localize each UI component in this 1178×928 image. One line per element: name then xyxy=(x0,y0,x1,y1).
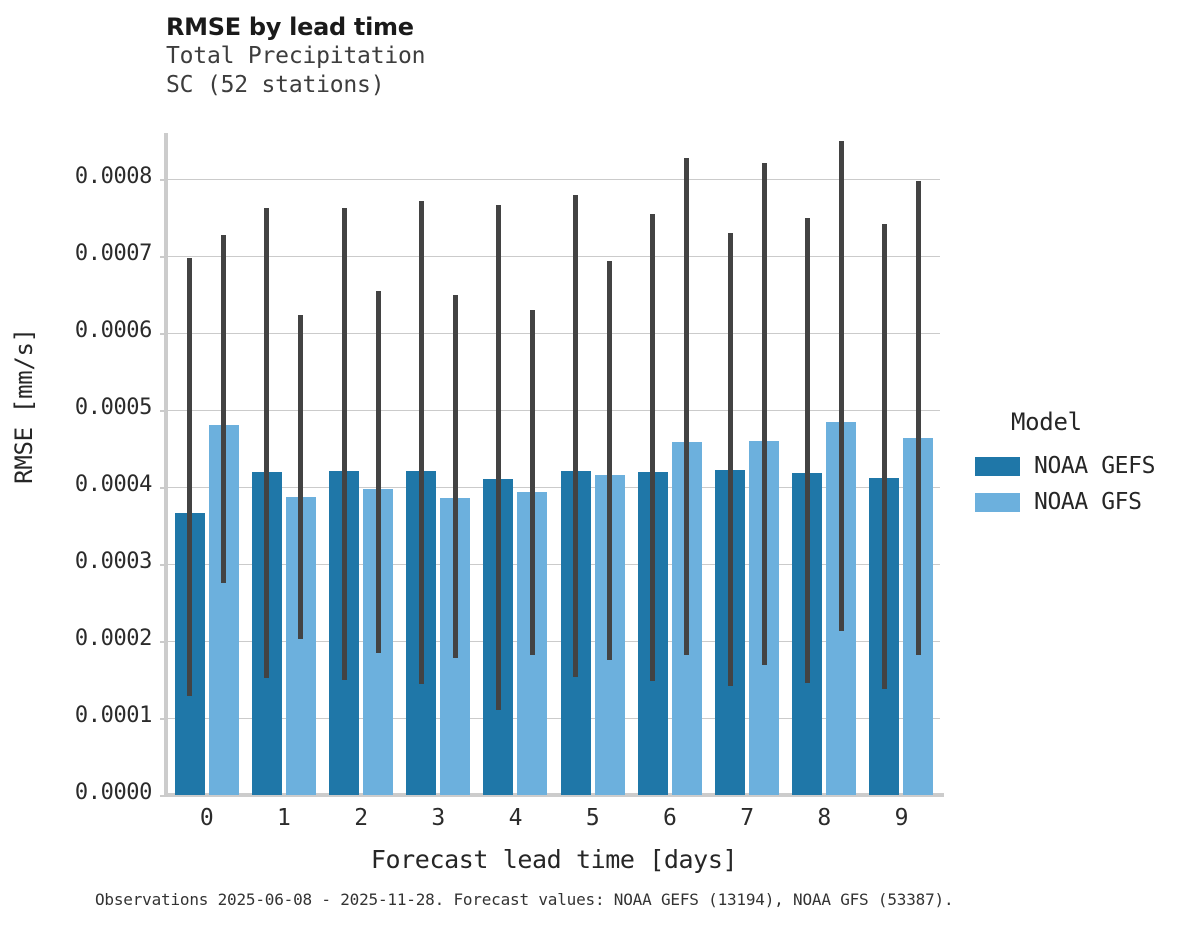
error-bar-noaa-gefs-day-5 xyxy=(573,194,579,678)
error-bar-noaa-gefs-day-7 xyxy=(727,233,733,686)
error-bar-noaa-gfs-day-7 xyxy=(761,163,767,665)
y-gridline xyxy=(168,179,940,181)
footnote: Observations 2025-06-08 - 2025-11-28. Fo… xyxy=(95,890,954,909)
x-axis-title: Forecast lead time [days] xyxy=(370,845,738,874)
y-tick-label: 0.0000 xyxy=(74,780,152,805)
title-block: RMSE by lead time Total Precipitation SC… xyxy=(166,12,926,100)
error-bar-noaa-gfs-day-1 xyxy=(298,315,304,639)
y-gridline xyxy=(168,410,940,412)
y-axis-tick-labels: 0.0000 0.0001 0.0002 0.0003 0.0004 0.0005 0.00… xyxy=(0,133,152,805)
legend-item-noaa-gfs[interactable]: NOAA GFS xyxy=(975,486,1175,518)
y-gridline xyxy=(168,641,940,643)
y-axis-title: RMSE [mm/s] xyxy=(10,328,38,484)
x-axis-tick-labels: 0 1 2 3 4 5 6 7 8 9 xyxy=(168,805,940,845)
legend: Model NOAA GEFS NOAA GFS xyxy=(975,408,1175,522)
y-gridline xyxy=(168,718,940,720)
y-gridline xyxy=(168,564,940,566)
x-tick-label: 4 xyxy=(508,805,523,831)
page-title: RMSE by lead time xyxy=(166,13,414,41)
x-tick-label: 0 xyxy=(199,805,214,831)
error-bar-noaa-gefs-day-1 xyxy=(264,207,270,678)
chart-subtitle-region: SC (52 stations) xyxy=(166,72,385,98)
error-bar-noaa-gfs-day-2 xyxy=(375,290,381,654)
y-gridline xyxy=(168,333,940,335)
y-tickmark xyxy=(160,641,168,644)
y-tick-label: 0.0003 xyxy=(74,549,152,575)
x-tick-label: 8 xyxy=(817,805,831,831)
y-tickmark xyxy=(160,718,168,721)
error-bar-noaa-gefs-day-0 xyxy=(187,258,193,697)
y-tickmark xyxy=(160,179,168,182)
chart-subtitle-variable: Total Precipitation xyxy=(166,43,426,69)
x-tick-label: 5 xyxy=(585,805,600,831)
x-tick-label: 6 xyxy=(663,805,677,831)
error-bar-noaa-gefs-day-4 xyxy=(495,204,501,710)
y-gridline xyxy=(168,487,940,489)
y-tick-label: 0.0007 xyxy=(74,241,152,267)
legend-label-noaa-gefs: NOAA GEFS xyxy=(1034,453,1156,479)
y-tickmark xyxy=(160,564,168,567)
y-tickmark xyxy=(160,410,168,413)
y-tickmark xyxy=(160,795,168,797)
error-bar-noaa-gfs-day-8 xyxy=(838,141,844,632)
legend-swatch-noaa-gefs xyxy=(975,456,1020,476)
error-bar-noaa-gfs-day-4 xyxy=(529,310,535,655)
error-bar-noaa-gfs-day-0 xyxy=(221,235,227,583)
plot-area xyxy=(160,133,940,797)
y-gridline xyxy=(168,256,940,258)
error-bar-noaa-gefs-day-3 xyxy=(418,200,424,685)
y-tickmark xyxy=(160,487,168,490)
error-bar-noaa-gefs-day-9 xyxy=(881,223,887,689)
x-axis-spine xyxy=(164,793,944,797)
y-tickmark xyxy=(160,256,168,259)
x-tick-label: 1 xyxy=(277,805,291,831)
legend-title: Model xyxy=(1011,408,1082,436)
legend-label-noaa-gfs: NOAA GFS xyxy=(1034,489,1142,515)
x-tick-label: 7 xyxy=(740,805,754,831)
error-bar-noaa-gfs-day-6 xyxy=(684,158,690,655)
x-tick-label: 3 xyxy=(431,805,445,831)
error-bar-noaa-gefs-day-8 xyxy=(804,217,810,684)
y-tick-label: 0.0004 xyxy=(74,472,152,498)
legend-swatch-noaa-gfs xyxy=(975,492,1020,512)
y-tick-label: 0.0006 xyxy=(74,318,152,344)
x-tick-label: 2 xyxy=(354,805,368,831)
y-tick-label: 0.0001 xyxy=(74,703,152,729)
y-tickmark xyxy=(160,333,168,336)
y-tick-label: 0.0002 xyxy=(74,626,152,652)
y-axis-spine xyxy=(164,133,168,797)
x-tick-label: 9 xyxy=(894,805,909,831)
legend-item-noaa-gefs[interactable]: NOAA GEFS xyxy=(975,450,1175,482)
error-bar-noaa-gefs-day-2 xyxy=(341,207,347,681)
error-bar-noaa-gfs-day-9 xyxy=(915,180,921,655)
y-tick-label: 0.0008 xyxy=(74,164,152,190)
error-bar-noaa-gfs-day-5 xyxy=(607,260,613,661)
y-tick-label: 0.0005 xyxy=(74,395,152,421)
error-bar-noaa-gfs-day-3 xyxy=(452,295,458,658)
error-bar-noaa-gefs-day-6 xyxy=(650,213,656,682)
